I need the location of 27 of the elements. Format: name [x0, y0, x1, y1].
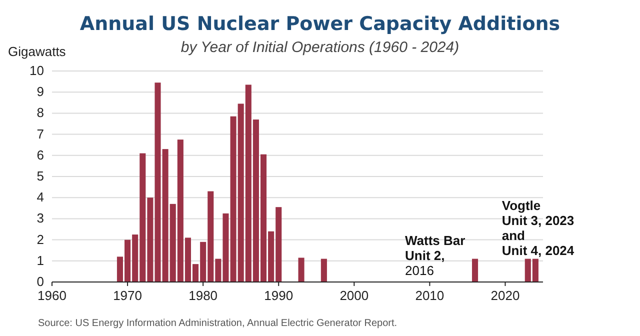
bar: [320, 258, 327, 282]
annotation: Vogtle Unit 3, 2023 and Unit 4, 2024: [502, 198, 575, 258]
y-tick-label: 5: [36, 168, 44, 184]
chart-subtitle: by Year of Initial Operations (1960 - 2024): [180, 39, 460, 56]
y-tick-label: 1: [36, 252, 44, 268]
y-tick-label: 6: [36, 147, 44, 162]
y-tick-label: 4: [36, 190, 44, 205]
y-tick-label: 7: [36, 126, 44, 142]
x-tick-label: 2010: [415, 288, 444, 303]
y-tick-label: 2: [36, 232, 44, 247]
chart-title: Annual US Nuclear Power Capacity Additions: [80, 13, 560, 35]
bar: [472, 258, 478, 282]
y-tick-label: 9: [36, 84, 44, 100]
y-axis-title: Gigawatts: [8, 44, 66, 59]
source-note: Source: US Energy Information Administration, Annual Electric Generator Report.: [38, 318, 398, 329]
y-tick-label: 0: [36, 274, 44, 289]
x-tick-label: 1960: [38, 288, 66, 303]
bar: [298, 258, 304, 282]
x-tick-label: 1980: [188, 288, 218, 303]
y-tick-label: 3: [36, 210, 44, 226]
x-tick-label: 2000: [340, 288, 369, 303]
y-tick-label: 8: [36, 105, 44, 120]
x-tick-label: 1990: [264, 288, 294, 303]
annotation: Watts Bar Unit 2, 2016: [405, 232, 466, 278]
y-tick-label: 10: [30, 63, 44, 78]
x-tick-label: 1970: [113, 288, 142, 303]
x-tick-label: 2020: [490, 288, 520, 303]
